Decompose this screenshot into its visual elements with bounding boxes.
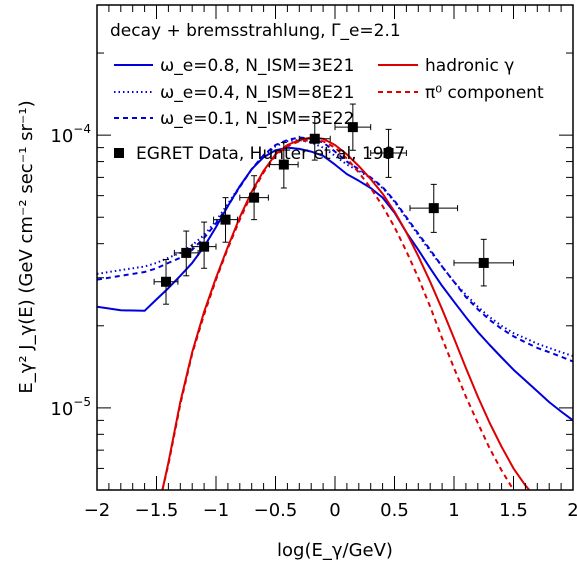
egret-point	[213, 197, 238, 243]
x-ticks: −2 −1.5 −1 −0.5 0 0.5 1 1.5 2	[84, 5, 577, 521]
x-tick-label: −0.5	[254, 500, 298, 521]
legend-marker-egret	[114, 148, 124, 158]
curves	[97, 136, 573, 490]
legend-label-omega-08: ω_e=0.8, N_ISM=3E21	[160, 56, 354, 76]
series-line-3	[97, 136, 573, 363]
egret-marker	[220, 214, 231, 225]
series-line-1	[97, 146, 573, 422]
egret-point	[191, 221, 217, 269]
y-tick-label: 10−5	[50, 395, 91, 420]
egret-point	[269, 141, 299, 189]
egret-point	[153, 258, 179, 305]
plot-frame	[96, 4, 574, 491]
egret-marker	[161, 276, 172, 287]
legend-label-omega-04: ω_e=0.4, N_ISM=8E21	[160, 83, 354, 103]
legend-label-omega-01: ω_e=0.1, N_ISM=3E22	[160, 109, 354, 129]
y-ticks: 10−5 10−4	[50, 4, 573, 491]
legend-label-egret: EGRET Data, Hunter et al, 1997	[136, 144, 405, 164]
egret-marker	[309, 133, 320, 144]
x-tick-label: −1	[203, 500, 230, 521]
x-tick-label: 1	[448, 500, 459, 521]
x-axis-label: log(E_γ/GeV)	[277, 540, 393, 561]
legend: decay + bremsstrahlung, Γ_e=2.1 ω_e=0.8,…	[110, 21, 544, 164]
egret-marker	[278, 159, 289, 170]
egret-marker	[181, 247, 192, 258]
egret-point	[370, 128, 407, 178]
egret-marker	[347, 122, 358, 133]
x-tick-label: −1.5	[135, 500, 179, 521]
egret-point	[334, 103, 372, 151]
egret-point	[409, 183, 459, 233]
egret-marker	[249, 192, 260, 203]
egret-marker	[383, 148, 394, 159]
x-tick-label: 2	[567, 500, 577, 521]
y-tick-label: 10−4	[50, 122, 91, 147]
legend-label-pi0: π⁰ component	[425, 83, 544, 103]
x-tick-label: 1.5	[499, 500, 528, 521]
egret-marker	[199, 241, 210, 252]
series-line-5	[161, 139, 515, 490]
legend-title: decay + bremsstrahlung, Γ_e=2.1	[110, 21, 401, 41]
legend-label-hadronic: hadronic γ	[425, 56, 514, 76]
egret-point	[239, 175, 269, 221]
egret-marker	[428, 203, 439, 214]
egret-points	[153, 103, 514, 305]
x-tick-label: 0.5	[380, 500, 409, 521]
x-tick-label: −2	[84, 500, 111, 521]
egret-marker	[478, 257, 489, 268]
egret-point	[298, 116, 331, 161]
x-tick-label: 0	[329, 500, 340, 521]
series-line-2	[97, 139, 573, 357]
egret-point	[173, 230, 199, 277]
egret-point	[453, 238, 514, 287]
y-axis-label: E_γ² J_γ(E) (GeV cm⁻² sec⁻¹ sr⁻¹)	[16, 100, 37, 393]
